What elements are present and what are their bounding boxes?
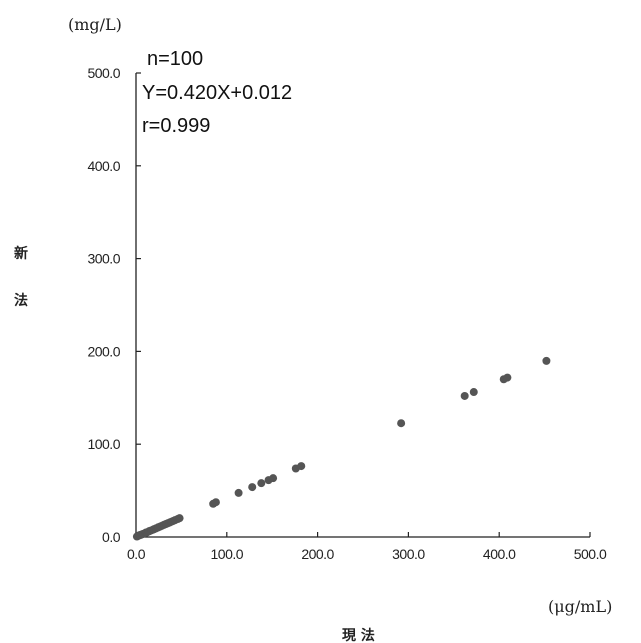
x-axis-label: 現 法 [342,627,375,643]
y-tick-label: 200.0 [87,343,120,359]
data-point [234,488,243,497]
data-point [211,498,220,507]
data-points [132,356,551,541]
axes [135,73,590,538]
y-axis-unit: (mg/L) [68,15,122,34]
tick-marks: 0.0 100.0 200.0 300.0 400.0 500.0 0.0 100.0 200.… [87,65,607,562]
x-tick-label: 500.0 [574,546,607,562]
y-tick-label: 300.0 [87,251,120,267]
data-point [397,419,406,428]
data-point [469,388,478,397]
data-point [248,483,257,492]
x-axis-unit: (μg/mL) [548,597,612,616]
x-tick-label: 400.0 [483,546,516,562]
y-tick-label: 400.0 [87,158,120,174]
annotation-n: n=100 [147,48,203,70]
x-tick-label: 300.0 [392,546,425,562]
annotation-equation: Y=0.420X+0.012 [142,82,292,104]
x-tick-label: 100.0 [211,546,244,562]
y-tick-label: 0.0 [102,529,121,545]
x-tick-label: 0.0 [127,546,146,562]
y-tick-label: 500.0 [87,65,120,81]
y-axis-label-char-2: 法 [14,292,28,309]
data-point [503,373,512,382]
data-point [269,474,278,483]
annotation-r: r=0.999 [142,115,210,137]
data-point [297,462,306,471]
data-point [257,479,266,488]
data-point [460,391,469,400]
data-point [175,514,184,523]
y-tick-label: 100.0 [87,436,120,452]
data-point [542,356,551,365]
y-axis-label-char-1: 新 [14,245,28,262]
x-tick-label: 200.0 [301,546,334,562]
